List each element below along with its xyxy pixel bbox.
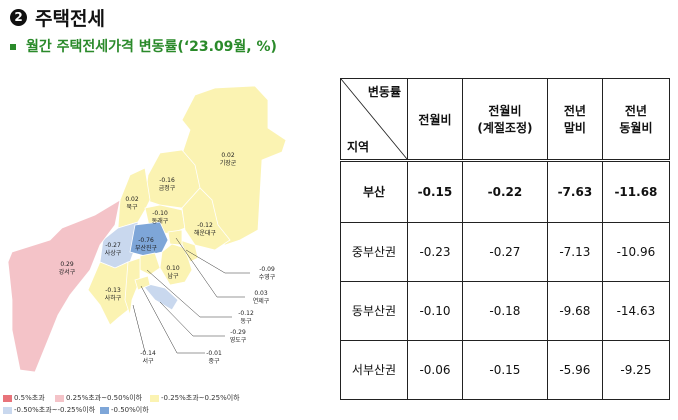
- legend-item: -0.50%초과~-0.25%이하: [3, 405, 95, 415]
- corner-header: 변동률 지역: [340, 78, 408, 162]
- busan-district-map: 0.02 기장군 -0.16 금정구 0.02 북구 -0.10 동래구 -0.12 해운…: [7, 85, 287, 373]
- district-yeongdo: [138, 281, 179, 311]
- table-row: 동부산권 -0.10 -0.18 -9.68 -14.63: [340, 280, 671, 341]
- table-row: 서부산권 -0.06 -0.15 -5.96 -9.25: [340, 339, 671, 401]
- district-haeundae: [181, 187, 231, 251]
- bullet-icon: [10, 44, 16, 50]
- section-title-text: 주택전세: [35, 8, 105, 30]
- district-saha: [87, 261, 133, 326]
- col-header: 전년 말비: [546, 78, 603, 162]
- legend-item: -0.50%이하: [100, 405, 149, 415]
- section-title: 2 주택전세: [10, 4, 105, 31]
- district-jung: [134, 275, 151, 291]
- jeonse-change-table: 변동률 지역 전월비 전월비 (계절조정) 전년 말비 전년 동월비 부산 -0.1…: [340, 78, 671, 401]
- district-yeonje: [167, 229, 183, 246]
- district-gangseo: [7, 199, 121, 373]
- subtitle-text: 월간 주택전세가격 변동률(‘23.09월, %): [26, 39, 277, 55]
- section-number: 2: [10, 9, 27, 26]
- legend-item: -0.25%초과~0.25%이하: [150, 393, 240, 403]
- legend-item: 0.25%초과~0.50%이하: [55, 393, 142, 403]
- table-row: 부산 -0.15 -0.22 -7.63 -11.68: [340, 160, 671, 223]
- district-labels: 0.02 기장군 -0.16 금정구 0.02 북구 -0.10 동래구 -0.12 해운…: [59, 152, 276, 365]
- col-header: 전월비 (계절조정): [461, 78, 548, 162]
- col-header: 전월비: [407, 78, 463, 162]
- subtitle: 월간 주택전세가격 변동률(‘23.09월, %): [10, 36, 277, 56]
- legend-item: 0.5%초과: [3, 393, 45, 403]
- district-suyeong: [179, 239, 199, 263]
- col-header: 전년 동월비: [601, 78, 671, 162]
- table-row: 중부산권 -0.23 -0.27 -7.13 -10.96: [340, 221, 671, 282]
- district-dong: [139, 252, 161, 276]
- district-seo: [124, 257, 141, 316]
